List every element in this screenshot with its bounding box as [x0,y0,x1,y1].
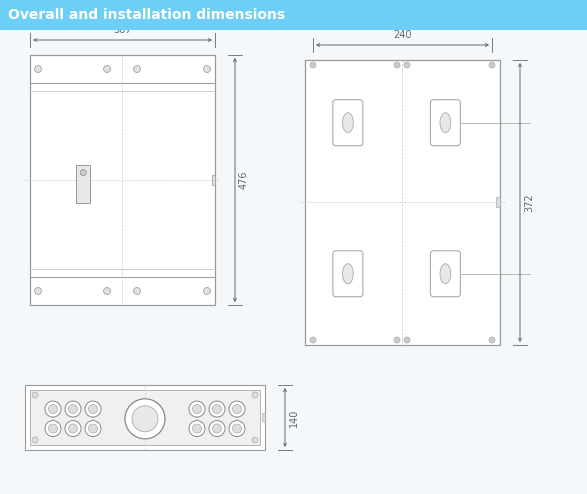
Bar [262,413,265,421]
Circle shape [310,337,316,343]
Bar [76,165,90,203]
Bar [0,0,587,30]
FancyBboxPatch shape [333,100,363,146]
Circle shape [89,405,97,413]
Circle shape [252,392,258,398]
Circle shape [125,399,165,439]
Circle shape [252,437,258,443]
Text: 140: 140 [289,409,299,427]
Circle shape [35,288,42,294]
Circle shape [404,337,410,343]
Bar [30,55,215,305]
Circle shape [85,401,101,417]
Circle shape [32,437,38,443]
Bar [496,197,500,207]
Circle shape [229,401,245,417]
Circle shape [189,401,205,417]
Text: 372: 372 [524,193,534,212]
Circle shape [204,66,211,73]
Circle shape [133,66,140,73]
Circle shape [232,424,241,433]
Circle shape [103,66,110,73]
Ellipse shape [440,264,451,284]
FancyBboxPatch shape [430,251,460,297]
Circle shape [212,405,221,413]
Bar [25,385,265,450]
Circle shape [32,392,38,398]
Circle shape [69,405,77,413]
Circle shape [489,337,495,343]
Ellipse shape [440,113,451,133]
Circle shape [80,169,86,175]
Ellipse shape [342,264,353,284]
Circle shape [69,424,77,433]
Circle shape [189,420,205,437]
Circle shape [212,424,221,433]
Ellipse shape [342,113,353,133]
Bar [30,390,260,445]
Circle shape [394,62,400,68]
Circle shape [103,288,110,294]
Circle shape [45,401,61,417]
Text: 476: 476 [239,171,249,189]
Text: 367: 367 [113,25,131,35]
Circle shape [65,420,81,437]
Circle shape [49,424,58,433]
FancyBboxPatch shape [333,251,363,297]
Circle shape [204,288,211,294]
Circle shape [404,62,410,68]
Circle shape [229,420,245,437]
Circle shape [193,424,201,433]
Circle shape [49,405,58,413]
Bar [305,60,500,345]
Circle shape [85,420,101,437]
FancyBboxPatch shape [430,100,460,146]
Circle shape [133,288,140,294]
Circle shape [394,337,400,343]
Circle shape [209,401,225,417]
Circle shape [45,420,61,437]
Circle shape [35,66,42,73]
Circle shape [132,406,158,432]
Text: 240: 240 [393,30,411,40]
Circle shape [489,62,495,68]
Circle shape [232,405,241,413]
Circle shape [310,62,316,68]
Circle shape [193,405,201,413]
Circle shape [89,424,97,433]
Circle shape [65,401,81,417]
Text: Overall and installation dimensions: Overall and installation dimensions [8,8,285,22]
Bar [212,175,215,185]
Circle shape [209,420,225,437]
